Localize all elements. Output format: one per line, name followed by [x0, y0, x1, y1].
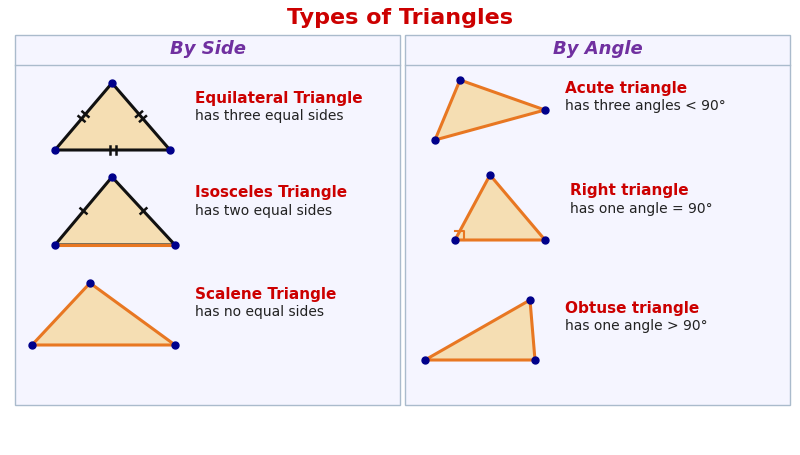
Text: Acute triangle: Acute triangle [565, 81, 687, 95]
Text: has one angle > 90°: has one angle > 90° [565, 318, 708, 332]
Text: has no equal sides: has no equal sides [195, 304, 324, 318]
Text: Obtuse triangle: Obtuse triangle [565, 300, 699, 315]
Text: Right triangle: Right triangle [570, 183, 689, 198]
Text: Types of Triangles: Types of Triangles [287, 8, 513, 28]
Polygon shape [55, 177, 175, 245]
Bar [405, 36, 790, 405]
Polygon shape [425, 300, 535, 360]
Text: has two equal sides: has two equal sides [195, 203, 332, 217]
Polygon shape [435, 81, 545, 141]
Text: By Angle: By Angle [553, 40, 642, 58]
Polygon shape [55, 84, 170, 151]
Text: has three angles < 90°: has three angles < 90° [565, 99, 726, 113]
Bar [15, 36, 400, 405]
Text: has three equal sides: has three equal sides [195, 109, 343, 123]
Text: By Side: By Side [170, 40, 246, 58]
Polygon shape [455, 176, 545, 241]
Text: Isosceles Triangle: Isosceles Triangle [195, 185, 347, 200]
Polygon shape [32, 283, 175, 345]
Text: has one angle = 90°: has one angle = 90° [570, 202, 713, 216]
Text: Scalene Triangle: Scalene Triangle [195, 286, 336, 301]
Text: Equilateral Triangle: Equilateral Triangle [195, 90, 362, 105]
